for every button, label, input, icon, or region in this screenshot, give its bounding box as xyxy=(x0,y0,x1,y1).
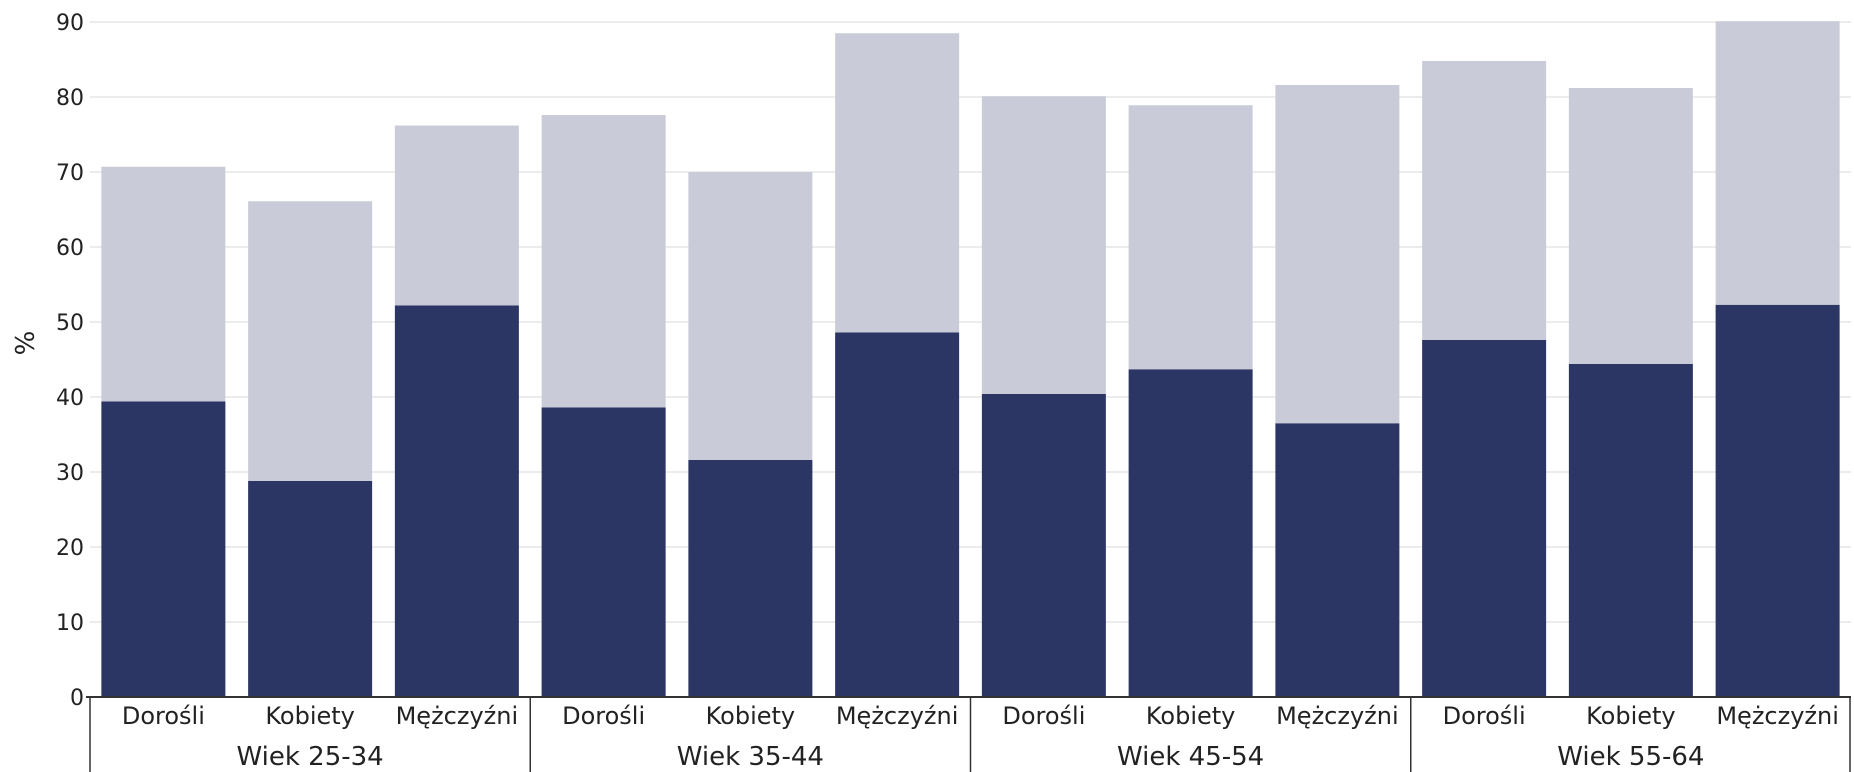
bar-segment-lower xyxy=(248,481,373,697)
y-tick-label: 40 xyxy=(56,386,84,411)
category-label: Dorośli xyxy=(1002,702,1085,730)
y-axis-label: % xyxy=(11,331,41,356)
y-tick-label: 0 xyxy=(70,686,84,711)
bar-segment-lower xyxy=(1568,364,1693,697)
category-label: Dorośli xyxy=(122,702,205,730)
y-tick-label: 60 xyxy=(56,236,84,261)
category-label: Dorośli xyxy=(1443,702,1526,730)
bar-segment-lower xyxy=(541,407,666,697)
category-label: Dorośli xyxy=(562,702,645,730)
axes xyxy=(86,696,1851,772)
y-tick-label: 10 xyxy=(56,611,84,636)
category-label: Mężczyźni xyxy=(1276,702,1399,730)
category-label: Kobiety xyxy=(1586,702,1676,730)
bar-segment-upper xyxy=(981,96,1106,394)
bar-segment-upper xyxy=(1568,88,1693,364)
group-label: Wiek 45-54 xyxy=(1117,742,1264,772)
y-tick-label: 50 xyxy=(56,311,84,336)
bar-segment-upper xyxy=(394,125,519,306)
bars xyxy=(101,21,1840,697)
group-labels: Wiek 25-34 Wiek 35-44 Wiek 45-54 Wiek 55-64 xyxy=(237,742,1705,772)
y-tick-label: 20 xyxy=(56,536,84,561)
bar-segment-lower xyxy=(1275,423,1400,697)
y-tick-label: 80 xyxy=(56,86,84,111)
category-label: Kobiety xyxy=(265,702,355,730)
bar-segment-upper xyxy=(101,166,226,402)
bar-segment-upper xyxy=(1422,61,1547,340)
group-label: Wiek 25-34 xyxy=(237,742,384,772)
category-label: Kobiety xyxy=(706,702,796,730)
category-label: Mężczyźni xyxy=(836,702,959,730)
bar-segment-lower xyxy=(688,460,813,697)
bar-segment-upper xyxy=(1715,21,1840,305)
y-tick-label: 70 xyxy=(56,161,84,186)
bar-segment-lower xyxy=(1715,304,1840,697)
bar-segment-lower xyxy=(1422,340,1547,697)
category-label: Mężczyźni xyxy=(396,702,519,730)
category-label: Mężczyźni xyxy=(1716,702,1839,730)
bar-segment-upper xyxy=(835,33,960,333)
category-label: Kobiety xyxy=(1146,702,1236,730)
bar-segment-upper xyxy=(1128,105,1253,370)
y-tick-label: 90 xyxy=(56,11,84,36)
bar-segment-lower xyxy=(101,401,226,697)
bar-segment-upper xyxy=(541,115,666,408)
bar-segment-lower xyxy=(1128,369,1253,697)
bar-segment-lower xyxy=(981,394,1106,697)
group-label: Wiek 35-44 xyxy=(677,742,824,772)
category-labels: Dorośli Kobiety Mężczyźni Dorośli Kobiety Męż… xyxy=(122,702,1839,730)
bar-segment-upper xyxy=(1275,85,1400,424)
bar-segment-upper xyxy=(688,172,813,460)
bar-segment-upper xyxy=(248,201,373,481)
gridlines xyxy=(90,21,1851,623)
y-tick-labels: 0 10 20 30 40 50 60 70 80 90 xyxy=(56,11,84,711)
bar-segment-lower xyxy=(394,305,519,697)
group-label: Wiek 55-64 xyxy=(1557,742,1704,772)
y-tick-label: 30 xyxy=(56,461,84,486)
bar-segment-lower xyxy=(835,332,960,697)
